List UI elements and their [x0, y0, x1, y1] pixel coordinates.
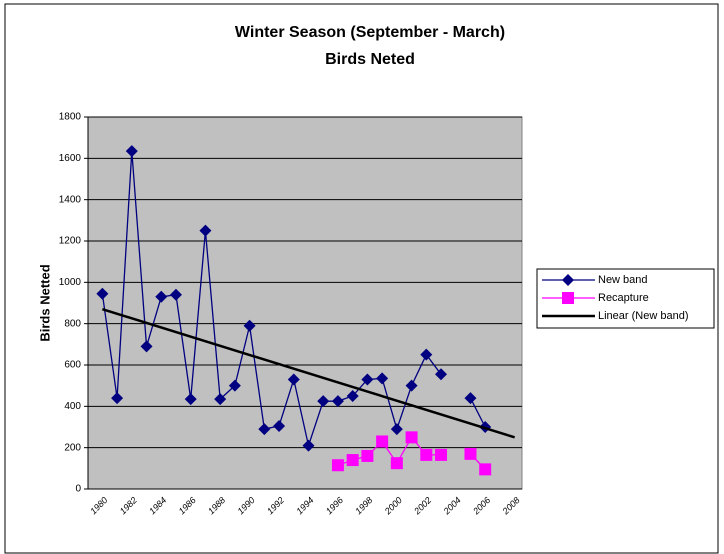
y-tick-label: 1400: [59, 194, 82, 205]
marker: [184, 393, 197, 406]
series-line: [101, 151, 442, 449]
marker: [228, 379, 241, 392]
legend-label: New band: [598, 274, 648, 286]
marker: [361, 373, 374, 386]
y-tick-label: 0: [75, 484, 81, 495]
marker: [390, 423, 403, 436]
marker: [405, 431, 418, 444]
marker: [273, 419, 286, 432]
y-tick-label: 800: [64, 318, 81, 329]
marker: [317, 395, 330, 408]
marker: [331, 459, 344, 472]
legend-marker: [562, 274, 574, 286]
legend-marker: [562, 292, 574, 304]
y-tick-label: 1800: [59, 112, 82, 123]
marker: [331, 395, 344, 408]
marker: [420, 348, 433, 361]
marker: [376, 435, 389, 448]
y-tick-label: 600: [64, 360, 81, 371]
marker: [435, 368, 448, 381]
plot-area: [87, 116, 523, 490]
trendline: [101, 308, 516, 439]
marker: [361, 449, 374, 462]
y-axis-label: Birds Netted: [37, 264, 52, 341]
marker: [464, 392, 477, 405]
marker: [111, 392, 124, 405]
marker: [214, 393, 227, 406]
marker: [390, 457, 403, 470]
marker: [96, 287, 109, 300]
marker: [169, 288, 182, 301]
marker: [405, 379, 418, 392]
marker: [302, 439, 315, 452]
marker: [140, 340, 153, 353]
y-tick-label: 1000: [59, 277, 82, 288]
y-tick-label: 400: [64, 401, 81, 412]
marker: [346, 390, 359, 402]
legend-label: Linear (New band): [598, 310, 689, 322]
marker: [376, 372, 389, 385]
y-tick-label: 1200: [59, 236, 82, 247]
marker: [287, 373, 300, 386]
chart-subtitle: Birds Neted: [325, 51, 415, 68]
marker: [155, 290, 168, 303]
marker: [258, 423, 271, 436]
marker: [435, 448, 448, 461]
y-tick-label: 1600: [59, 153, 82, 164]
chart-title: Winter Season (September - March): [235, 24, 505, 41]
marker: [199, 224, 212, 237]
marker: [243, 319, 256, 332]
marker: [346, 454, 359, 467]
y-tick-label: 200: [64, 442, 81, 453]
marker: [125, 145, 138, 158]
marker: [479, 463, 492, 476]
series-line: [469, 397, 486, 428]
marker: [464, 447, 477, 460]
legend-label: Recapture: [598, 292, 649, 304]
marker: [420, 448, 433, 461]
